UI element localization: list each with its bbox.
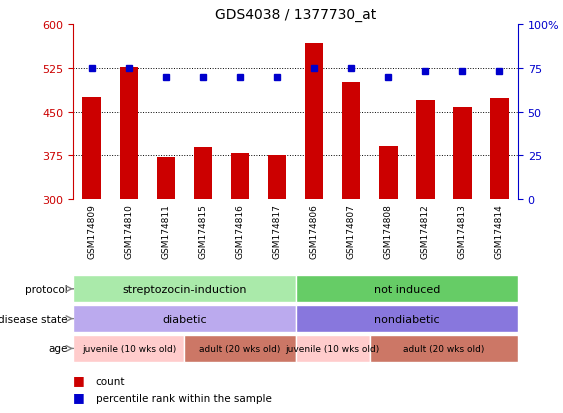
Text: GSM174810: GSM174810: [124, 204, 133, 259]
Text: not induced: not induced: [374, 284, 440, 294]
Text: GSM174814: GSM174814: [495, 204, 504, 258]
Text: count: count: [96, 376, 125, 386]
Text: GSM174807: GSM174807: [347, 204, 356, 259]
Text: ■: ■: [73, 390, 85, 403]
Bar: [342, 83, 360, 200]
Text: percentile rank within the sample: percentile rank within the sample: [96, 393, 271, 403]
Bar: [379, 146, 397, 200]
Text: GSM174812: GSM174812: [421, 204, 430, 258]
Bar: [73, 306, 296, 332]
Text: protocol: protocol: [25, 284, 68, 294]
Text: ■: ■: [73, 373, 85, 386]
Text: adult (20 wks old): adult (20 wks old): [403, 344, 485, 353]
Bar: [185, 335, 296, 362]
Bar: [305, 43, 323, 200]
Bar: [453, 108, 472, 200]
Bar: [490, 99, 509, 200]
Text: nondiabetic: nondiabetic: [374, 314, 440, 324]
Title: GDS4038 / 1377730_at: GDS4038 / 1377730_at: [215, 8, 376, 22]
Bar: [296, 276, 518, 302]
Bar: [296, 335, 370, 362]
Bar: [194, 147, 212, 200]
Text: GSM174813: GSM174813: [458, 204, 467, 259]
Text: streptozocin-induction: streptozocin-induction: [122, 284, 247, 294]
Text: GSM174809: GSM174809: [87, 204, 96, 259]
Text: GSM174808: GSM174808: [384, 204, 393, 259]
Bar: [82, 98, 101, 200]
Bar: [296, 306, 518, 332]
Text: GSM174817: GSM174817: [272, 204, 282, 259]
Text: GSM174811: GSM174811: [162, 204, 171, 259]
Text: adult (20 wks old): adult (20 wks old): [199, 344, 281, 353]
Bar: [119, 67, 138, 200]
Bar: [157, 158, 175, 200]
Bar: [268, 156, 287, 200]
Text: GSM174815: GSM174815: [198, 204, 207, 259]
Text: age: age: [48, 344, 68, 354]
Text: juvenile (10 wks old): juvenile (10 wks old): [82, 344, 176, 353]
Bar: [370, 335, 518, 362]
Bar: [73, 276, 296, 302]
Bar: [416, 101, 435, 200]
Text: GSM174806: GSM174806: [310, 204, 319, 259]
Text: juvenile (10 wks old): juvenile (10 wks old): [285, 344, 380, 353]
Bar: [231, 153, 249, 200]
Text: GSM174816: GSM174816: [235, 204, 244, 259]
Bar: [73, 335, 185, 362]
Text: disease state: disease state: [0, 314, 68, 324]
Text: diabetic: diabetic: [162, 314, 207, 324]
